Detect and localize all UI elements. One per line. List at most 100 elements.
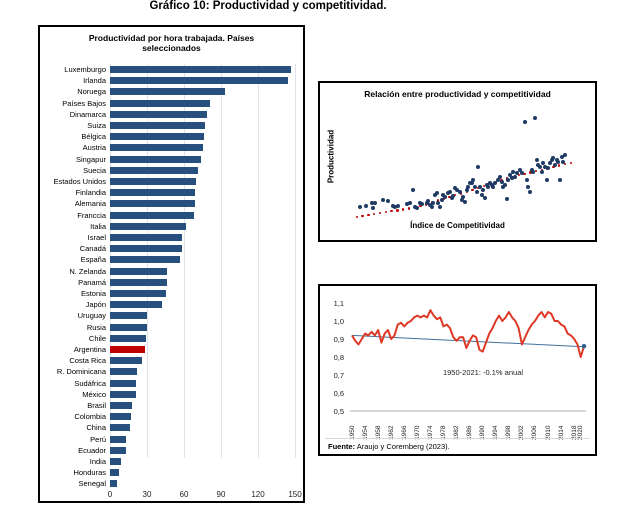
scatter-point: [373, 200, 378, 205]
scatter-point: [461, 194, 466, 199]
scatter-point: [419, 202, 424, 207]
scatter-point: [476, 165, 481, 170]
trendline-dot: [523, 172, 526, 176]
line-chart-svg: [350, 309, 587, 412]
bar-category-label: Israel: [87, 233, 106, 242]
bar: [110, 323, 147, 331]
scatter-point: [408, 201, 413, 206]
scatter-point: [491, 184, 496, 189]
bar-row: Dinamarca: [40, 109, 208, 120]
bar: [110, 189, 196, 197]
bar: [110, 334, 146, 342]
bar: [110, 77, 288, 85]
scatter-point: [371, 205, 376, 210]
line-y-tick-label: 0,9: [333, 334, 344, 344]
trendline-dot: [517, 174, 520, 177]
line-x-tick-label: 2010: [544, 425, 552, 440]
line-chart-panel: 1,1 1,0 0,9 0,8 0,7 0,6 0,5 1950 1954 1958 1962 196…: [318, 284, 597, 456]
bar-row: Japón: [40, 299, 162, 310]
bar-category-label: Rusia: [86, 322, 106, 332]
bar: [110, 245, 182, 253]
scatter-point: [451, 194, 456, 199]
scatter-point: [504, 197, 509, 202]
bar-category-label: Estonia: [80, 289, 106, 298]
bar-row: Suecia: [40, 165, 198, 176]
trendline-dot: [384, 210, 387, 214]
trendline-dot: [453, 194, 457, 197]
bar-category-label: Austria: [82, 143, 106, 153]
bar-x-tick-label: 120: [251, 490, 265, 499]
scatter-point: [464, 187, 469, 192]
source-divider: [325, 438, 590, 439]
bar: [110, 290, 166, 297]
trendline-dot: [419, 204, 422, 208]
source-note: Fuente: Araujo y Coremberg (2023).: [328, 442, 450, 451]
bar: [110, 390, 136, 398]
scatter-point: [486, 184, 491, 189]
bar-row: R. Dominicana: [40, 366, 138, 377]
bar: [110, 66, 292, 73]
bar: [110, 480, 118, 488]
trendline-dot: [396, 209, 399, 212]
trendline-dot: [355, 215, 359, 218]
scatter-point: [469, 180, 474, 185]
bar-row: Suiza: [40, 120, 205, 131]
scatter-point: [559, 154, 564, 159]
scatter-point: [454, 187, 459, 192]
scatter-point: [528, 189, 533, 194]
bar-row: Irlanda: [40, 75, 288, 86]
scatter-chart-panel: Relación entre productividad y competiti…: [318, 81, 597, 242]
bar: [110, 110, 208, 118]
scatter-point: [364, 204, 369, 209]
scatter-point: [434, 191, 439, 196]
bar-row: España: [40, 254, 181, 265]
bar-chart-title: Productividad por hora trabajada. Países…: [88, 33, 255, 53]
line-x-tick-label: 2020: [577, 425, 585, 440]
scatter-point: [539, 169, 544, 174]
trendline-dot: [390, 210, 393, 213]
series-end-dot: [581, 344, 587, 349]
scatter-point: [523, 119, 528, 124]
bar: [110, 435, 127, 443]
bar-category-label: Panamá: [78, 277, 106, 287]
scatter-point: [474, 189, 479, 194]
trendline-dot: [373, 212, 376, 216]
scatter-point: [531, 169, 536, 174]
trendline-dot: [540, 168, 544, 171]
bar-category-label: India: [89, 457, 106, 466]
bar-category-label: Suiza: [87, 121, 106, 130]
bar-row: Uruguay: [40, 310, 147, 321]
bar-x-tick-label: 0: [107, 490, 113, 499]
trendline-dot: [534, 169, 538, 173]
bar-category-label: Sudáfrica: [74, 378, 106, 388]
bar: [110, 200, 196, 208]
bar-row: Estados Unidos: [40, 176, 197, 187]
trendline-dot: [407, 207, 411, 210]
bar-row: Israel: [40, 232, 182, 243]
bar: [110, 222, 187, 230]
bar-category-label: Ecuador: [78, 445, 106, 455]
bar-chart-plot: 0 30 60 90 120 150 Luxemburgo Irlanda Noruega Paí…: [40, 27, 303, 501]
scatter-point: [471, 177, 476, 182]
bar-x-tick-label: 30: [142, 490, 152, 499]
bar-row: Ecuador: [40, 445, 127, 456]
bar: [110, 301, 162, 309]
scatter-point: [524, 177, 529, 182]
line-x-tick-label: 1986: [466, 425, 474, 440]
scatter-point: [483, 196, 487, 201]
trendline-dot: [569, 161, 572, 164]
trendline-dot: [552, 165, 555, 169]
bar-row: Colombia: [40, 411, 131, 422]
bar-row: Chile: [40, 333, 146, 344]
scatter-point: [519, 171, 524, 176]
line-x-tick-label: 1978: [439, 425, 447, 440]
scatter-point: [433, 193, 438, 198]
scatter-point: [414, 206, 419, 211]
bar-row: Sudáfrica: [40, 378, 136, 389]
bar-category-label: Uruguay: [77, 311, 106, 321]
scatter-point: [429, 204, 434, 209]
scatter-point: [479, 193, 484, 198]
line-chart-annotation: 1950-2021: -0.1% anual: [442, 368, 524, 377]
bar-row: Rusia: [40, 322, 147, 333]
source-text: Araujo y Coremberg (2023).: [355, 442, 450, 451]
